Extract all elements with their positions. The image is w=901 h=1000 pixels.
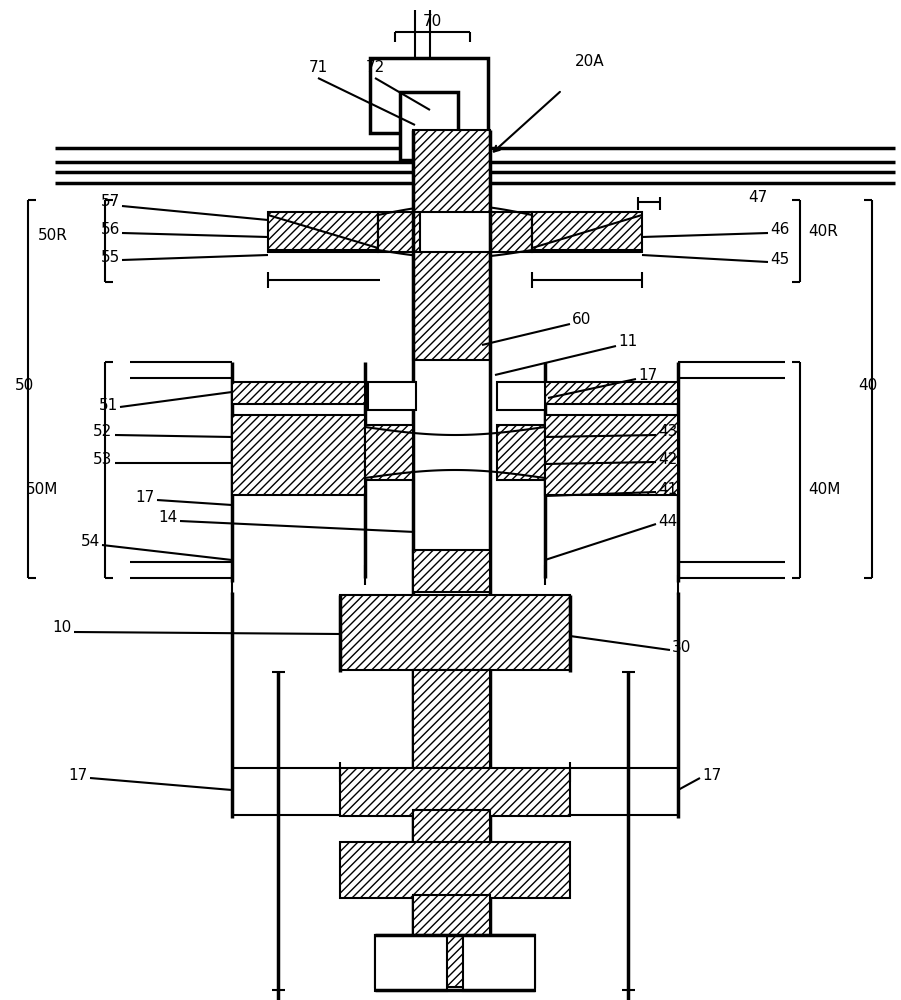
Text: 72: 72 [366,60,385,76]
Text: 20A: 20A [575,54,605,70]
Bar [268,212,378,252]
Text: 46: 46 [770,223,789,237]
Text: 43: 43 [658,424,678,440]
Bar [497,382,545,410]
Text: 56: 56 [101,223,120,237]
Text: 55: 55 [101,250,120,265]
Text: 47: 47 [748,190,768,206]
Bar [400,92,458,160]
Text: 53: 53 [93,452,112,468]
Text: 45: 45 [770,252,789,267]
Text: 60: 60 [572,312,591,328]
Bar [340,595,570,670]
Text: 30: 30 [672,641,691,656]
Text: 50M: 50M [25,483,58,497]
Bar [545,382,678,404]
Bar [370,58,488,133]
Bar [375,935,535,987]
Text: 17: 17 [638,367,657,382]
Bar [413,895,490,940]
Text: 50: 50 [15,377,34,392]
Bar [340,842,570,898]
Bar [497,425,545,480]
Text: 50R: 50R [38,228,68,242]
Text: 17: 17 [702,768,721,782]
Bar [378,212,420,252]
Text: 11: 11 [618,334,637,350]
Text: 17: 17 [136,490,155,506]
Bar [532,212,642,252]
Bar [413,810,490,848]
Text: 52: 52 [93,424,112,440]
Text: 57: 57 [101,194,120,210]
Text: 71: 71 [308,60,328,76]
Text: 54: 54 [81,534,100,550]
Text: 10: 10 [53,620,72,636]
Text: 40M: 40M [808,483,841,497]
Bar [232,415,365,495]
Bar [232,382,365,404]
Text: 51: 51 [99,397,118,412]
Bar [463,935,535,991]
Bar [413,130,490,212]
Text: 42: 42 [658,452,678,468]
Text: 40R: 40R [808,225,838,239]
Bar [368,382,416,410]
Text: 70: 70 [423,14,441,29]
Text: 41: 41 [658,483,678,497]
Bar [413,252,490,360]
Bar [490,212,532,252]
Bar [365,425,413,480]
Text: 17: 17 [68,768,88,782]
Text: 14: 14 [159,510,178,526]
Text: 40: 40 [858,377,878,392]
Bar [413,670,490,768]
Bar [545,415,678,495]
Bar [375,935,447,991]
Text: 44: 44 [658,514,678,530]
Bar [340,768,570,816]
Bar [413,550,490,592]
